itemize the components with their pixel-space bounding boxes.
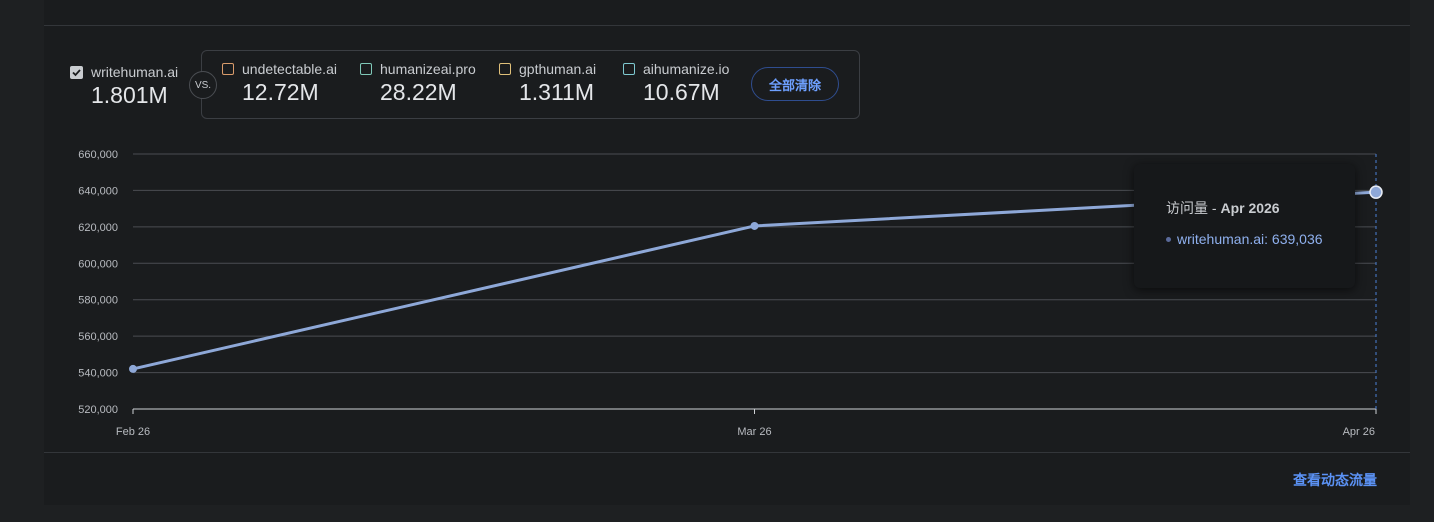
tooltip-title-prefix: 访问量 - xyxy=(1166,200,1221,216)
tooltip-title-date: Apr 2026 xyxy=(1220,200,1280,216)
data-point[interactable] xyxy=(750,221,759,230)
competitor-humanizeai[interactable]: humanizeai.pro 28.22M xyxy=(360,61,476,106)
checkbox-unchecked-icon[interactable] xyxy=(499,63,511,75)
competitor-name: humanizeai.pro xyxy=(380,61,476,77)
y-tick-label: 580,000 xyxy=(78,295,118,307)
competitor-value: 28.22M xyxy=(380,79,457,105)
tooltip-title: 访问量 - Apr 2026 xyxy=(1166,198,1280,218)
x-tick-label: Apr 26 xyxy=(1343,426,1375,438)
checkbox-checked-icon[interactable] xyxy=(70,65,83,79)
competitor-compare-box: undetectable.ai 12.72M humanizeai.pro 28… xyxy=(201,50,860,119)
tooltip-entry: writehuman.ai: 639,036 xyxy=(1177,231,1323,247)
y-tick-label: 520,000 xyxy=(78,404,118,416)
competitor-value: 12.72M xyxy=(242,79,319,105)
chart-tooltip: 访问量 - Apr 2026 writehuman.ai: 639,036 xyxy=(1134,164,1355,288)
competitor-undetectable[interactable]: undetectable.ai 12.72M xyxy=(222,61,337,106)
clear-all-button[interactable]: 全部清除 xyxy=(751,67,839,101)
competitor-aihumanize[interactable]: aihumanize.io 10.67M xyxy=(623,61,729,106)
competitor-value: 1.311M xyxy=(519,79,595,105)
competitor-value: 10.67M xyxy=(643,79,720,105)
competitor-name: undetectable.ai xyxy=(242,61,337,77)
view-traffic-link[interactable]: 查看动态流量 xyxy=(1293,472,1377,488)
x-tick-label: Feb 26 xyxy=(116,426,150,438)
checkbox-unchecked-icon[interactable] xyxy=(623,63,635,75)
series-dot-icon xyxy=(1166,236,1171,242)
y-tick-label: 620,000 xyxy=(78,222,118,234)
y-tick-label: 540,000 xyxy=(78,368,118,380)
vs-badge: VS. xyxy=(189,71,217,99)
x-tick-label: Mar 26 xyxy=(737,426,771,438)
primary-site-value: 1.801M xyxy=(91,82,168,108)
y-tick-label: 560,000 xyxy=(78,331,118,343)
data-point[interactable] xyxy=(1369,185,1383,199)
competitor-name: gpthuman.ai xyxy=(519,61,597,77)
top-divider xyxy=(44,25,1410,26)
checkbox-unchecked-icon[interactable] xyxy=(222,63,234,75)
y-tick-label: 600,000 xyxy=(78,258,118,270)
data-point[interactable] xyxy=(129,364,137,373)
checkbox-unchecked-icon[interactable] xyxy=(360,63,372,75)
y-tick-label: 640,000 xyxy=(78,185,118,197)
y-tick-label: 660,000 xyxy=(78,149,118,161)
competitor-gpthuman[interactable]: gpthuman.ai 1.311M xyxy=(499,61,596,106)
bottom-divider xyxy=(44,452,1410,453)
primary-site[interactable]: writehuman.ai 1.801M xyxy=(70,64,178,109)
competitor-name: aihumanize.io xyxy=(643,61,730,77)
tooltip-row: writehuman.ai: 639,036 xyxy=(1166,231,1323,247)
primary-site-name: writehuman.ai xyxy=(91,64,179,80)
